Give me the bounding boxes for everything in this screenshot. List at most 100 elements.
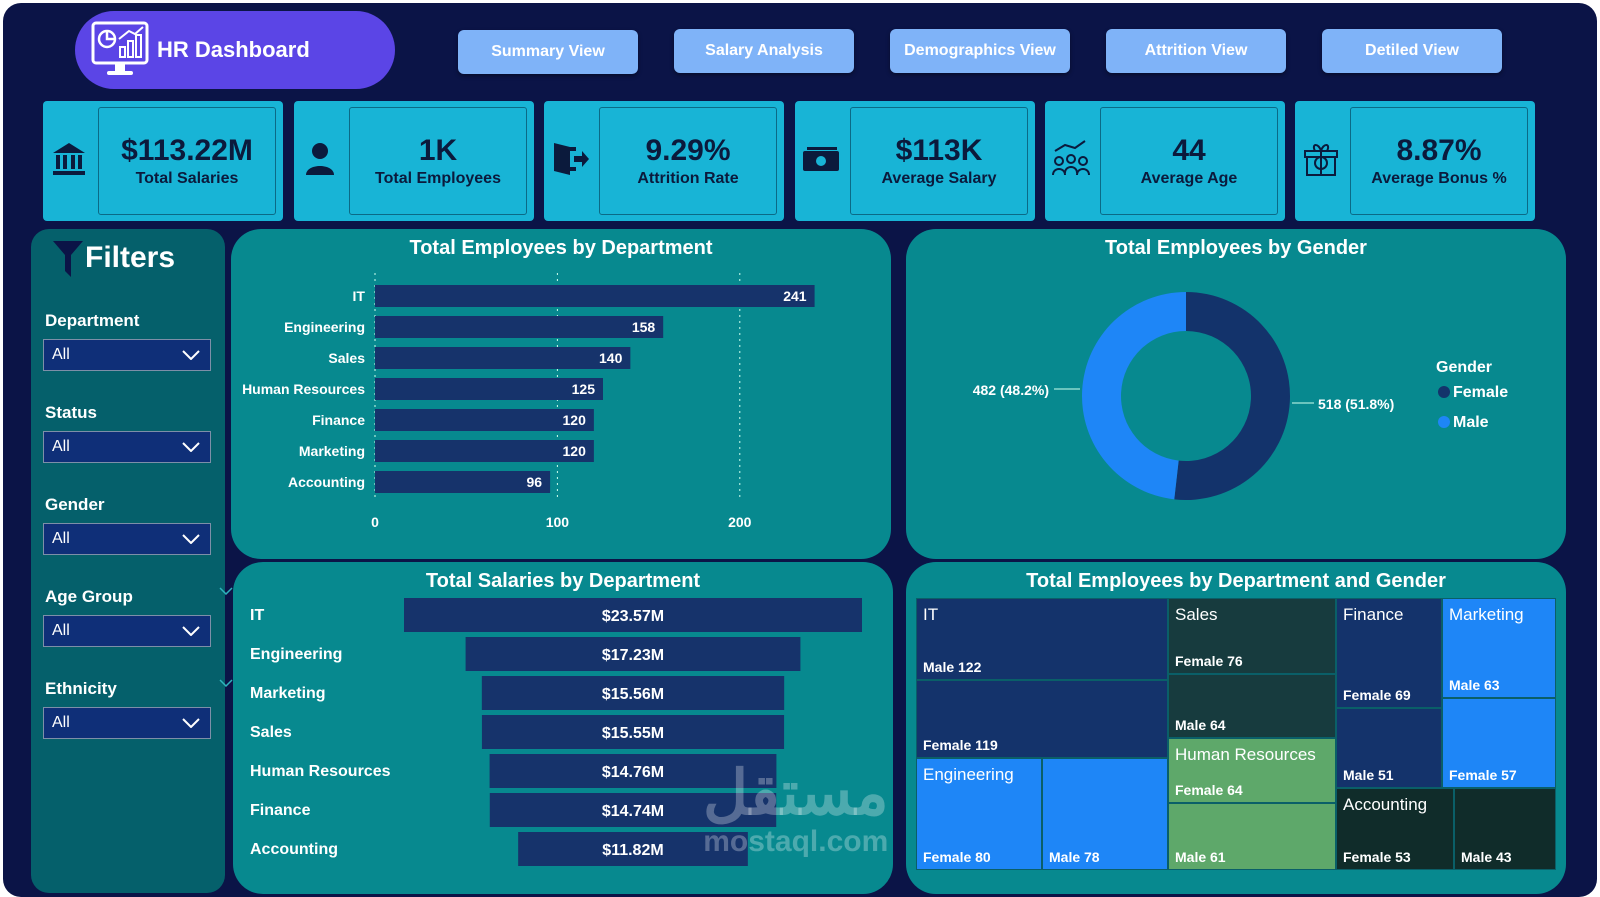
data-label: 140 bbox=[599, 350, 623, 366]
treemap-cell-engineering-male[interactable]: Male 78 bbox=[1042, 758, 1168, 870]
bar[interactable] bbox=[375, 316, 664, 338]
demographics-view-button[interactable]: Demographics View bbox=[890, 29, 1070, 73]
donut-slice-female[interactable] bbox=[1174, 292, 1291, 500]
kpi-label: Total Salaries bbox=[135, 170, 239, 187]
category-label: Sales bbox=[328, 350, 365, 366]
category-label: Accounting bbox=[288, 474, 365, 490]
funnel-bar[interactable] bbox=[489, 754, 777, 788]
page-title: HR Dashboard bbox=[157, 37, 310, 62]
chevron-down-icon bbox=[182, 718, 200, 728]
funnel-bar[interactable] bbox=[465, 637, 801, 671]
kpi-value: 8.87% bbox=[1396, 134, 1482, 167]
funnel-bar[interactable] bbox=[489, 793, 777, 827]
treemap-group-label: IT bbox=[923, 605, 939, 624]
treemap-value-label: Male 61 bbox=[1175, 849, 1226, 865]
category-label: Engineering bbox=[250, 646, 342, 663]
treemap-value-label: Male 43 bbox=[1461, 849, 1512, 865]
age-group-dropdown[interactable]: All bbox=[43, 615, 211, 647]
data-label: $23.57M bbox=[602, 608, 664, 625]
kpi-box: 8.87% Average Bonus % bbox=[1350, 107, 1528, 215]
chevron-down-icon bbox=[182, 442, 200, 452]
legend-item[interactable]: Female bbox=[1453, 384, 1508, 401]
dashboard-monitor-icon bbox=[91, 21, 149, 75]
collapse-chevron-icon[interactable] bbox=[219, 587, 233, 595]
category-label: Sales bbox=[250, 724, 292, 741]
data-label: 241 bbox=[783, 288, 807, 304]
kpi-box: 9.29% Attrition Rate bbox=[599, 107, 777, 215]
legend-item[interactable]: Male bbox=[1453, 414, 1489, 431]
bar[interactable] bbox=[375, 285, 815, 307]
bar[interactable] bbox=[375, 409, 594, 431]
treemap-cell-accounting-male[interactable]: Male 43 bbox=[1454, 788, 1556, 870]
salary-analysis-button[interactable]: Salary Analysis bbox=[674, 29, 854, 73]
kpi-attrition-rate: 9.29% Attrition Rate bbox=[544, 101, 784, 221]
treemap-cell-it-male[interactable]: IT Male 122 bbox=[916, 598, 1168, 680]
treemap-value-label: Male 51 bbox=[1343, 767, 1394, 783]
attrition-view-button[interactable]: Attrition View bbox=[1106, 29, 1286, 73]
kpi-value: 1K bbox=[418, 134, 458, 167]
salaries-by-department-panel: Total Salaries by Department IT $23.57M En… bbox=[233, 562, 893, 894]
treemap-cell-it-female[interactable]: Female 119 bbox=[916, 680, 1168, 758]
employees-by-department-chart: 0 100 200 IT 241 Engineering 158 Sales 140 Human … bbox=[242, 273, 815, 530]
x-tick-label: 200 bbox=[728, 514, 752, 530]
treemap-cell-human-resources-male[interactable]: Male 61 bbox=[1168, 803, 1336, 870]
treemap-value-label: Male 64 bbox=[1175, 717, 1226, 733]
filter-label-department: Department bbox=[45, 311, 140, 330]
category-label: Engineering bbox=[284, 319, 365, 335]
summary-view-button[interactable]: Summary View bbox=[458, 30, 638, 74]
treemap-cell-marketing-female[interactable]: Female 57 bbox=[1442, 698, 1556, 788]
category-label: IT bbox=[250, 607, 264, 624]
dropdown-value: All bbox=[52, 714, 70, 731]
treemap-cell-marketing-male[interactable]: Marketing Male 63 bbox=[1442, 598, 1556, 698]
data-label: 482 (48.2%) bbox=[973, 382, 1049, 398]
kpi-box: $113K Average Salary bbox=[850, 107, 1028, 215]
donut-slice-male[interactable] bbox=[1082, 292, 1186, 500]
kpi-label: Attrition Rate bbox=[637, 170, 739, 187]
detailed-view-button[interactable]: Detiled View bbox=[1322, 29, 1502, 73]
dashboard-frame: HR Dashboard Summary View Salary Analysi… bbox=[3, 3, 1597, 897]
funnel-bar[interactable] bbox=[518, 832, 748, 866]
department-dropdown[interactable]: All bbox=[43, 339, 211, 371]
kpi-label: Average Bonus % bbox=[1371, 170, 1507, 187]
kpi-value: $113K bbox=[895, 134, 983, 167]
status-dropdown[interactable]: All bbox=[43, 431, 211, 463]
treemap-cell-sales-female[interactable]: Sales Female 76 bbox=[1168, 598, 1336, 674]
employees-by-gender-panel: Total Employees by Gender 518 (51.8%) 482… bbox=[906, 229, 1566, 559]
category-label: Human Resources bbox=[250, 763, 391, 780]
treemap-value-label: Male 63 bbox=[1449, 677, 1500, 693]
bar[interactable] bbox=[375, 347, 631, 369]
data-label: 96 bbox=[527, 474, 543, 490]
treemap-value-label: Female 64 bbox=[1175, 782, 1243, 798]
chart-title: Total Salaries by Department bbox=[425, 570, 701, 592]
bar[interactable] bbox=[375, 440, 594, 462]
treemap-cell-human-resources-female[interactable]: Human Resources Female 64 bbox=[1168, 738, 1336, 803]
collapse-chevron-icon[interactable] bbox=[219, 679, 233, 687]
kpi-total-salaries: $113.22M Total Salaries bbox=[43, 101, 283, 221]
funnel-bar[interactable] bbox=[481, 715, 785, 749]
treemap-group-label: Marketing bbox=[1449, 605, 1524, 624]
treemap-cell-finance-male[interactable]: Male 51 bbox=[1336, 708, 1442, 788]
funnel-bar[interactable] bbox=[404, 598, 862, 632]
app-logo: HR Dashboard bbox=[75, 11, 395, 89]
chart-title: Total Employees by Gender bbox=[1105, 237, 1367, 259]
kpi-value: 9.29% bbox=[645, 134, 731, 167]
legend-swatch bbox=[1438, 416, 1450, 428]
funnel-bar[interactable] bbox=[481, 676, 785, 710]
treemap-group-label: Human Resources bbox=[1175, 745, 1316, 764]
treemap-cell-sales-male[interactable]: Male 64 bbox=[1168, 674, 1336, 738]
treemap-value-label: Female 69 bbox=[1343, 687, 1411, 703]
treemap-cell-accounting-female[interactable]: Accounting Female 53 bbox=[1336, 788, 1454, 870]
treemap-cell-engineering-female[interactable]: Engineering Female 80 bbox=[916, 758, 1042, 870]
treemap-value-label: Female 119 bbox=[923, 737, 998, 753]
data-label: $15.56M bbox=[602, 686, 664, 703]
ethnicity-dropdown[interactable]: All bbox=[43, 707, 211, 739]
data-label: 120 bbox=[563, 443, 587, 459]
bar[interactable] bbox=[375, 378, 603, 400]
filter-label-gender: Gender bbox=[45, 495, 105, 514]
bar[interactable] bbox=[375, 471, 551, 493]
chevron-down-icon bbox=[182, 350, 200, 360]
data-label: $11.82M bbox=[602, 842, 663, 859]
treemap-cell-finance-female[interactable]: Finance Female 69 bbox=[1336, 598, 1442, 708]
gender-dropdown[interactable]: All bbox=[43, 523, 211, 555]
kpi-label: Average Salary bbox=[881, 170, 997, 187]
